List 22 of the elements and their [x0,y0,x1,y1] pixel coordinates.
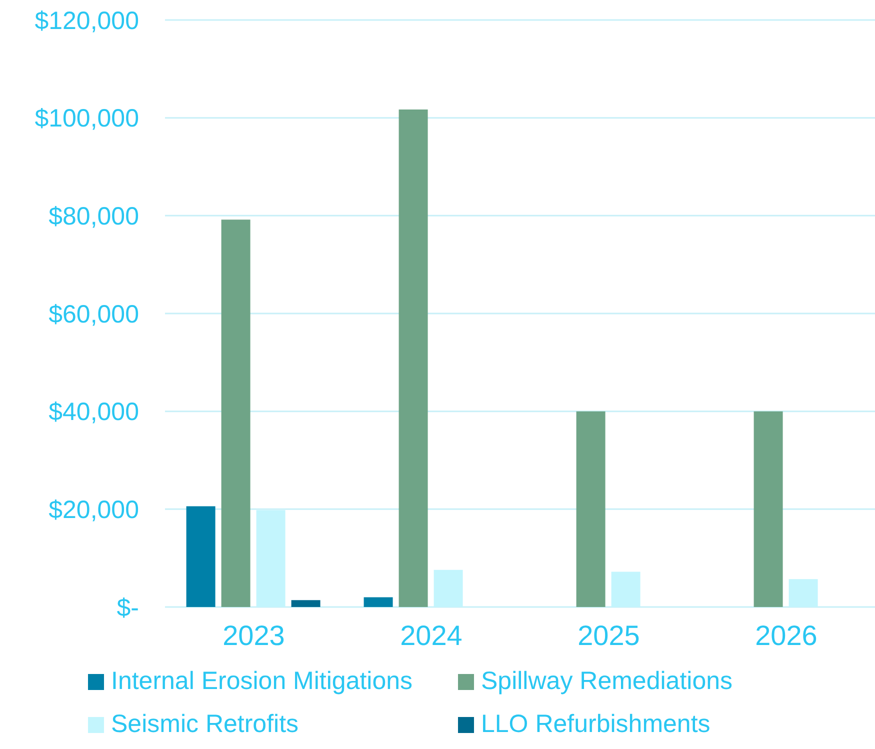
bar [754,411,783,607]
x-tick-label: 2024 [400,620,462,651]
y-tick-label: $20,000 [48,496,139,524]
bar [291,600,320,607]
y-tick-label: $120,000 [34,6,139,35]
y-tick-label: $60,000 [48,300,139,328]
bar [221,220,250,607]
x-tick-label: 2025 [578,620,640,651]
legend-label: Seismic Retrofits [111,710,299,739]
x-tick-label: 2023 [222,620,285,651]
legend-label: Internal Erosion Mitigations [111,667,413,696]
legend-label: Spillway Remediations [481,667,733,696]
y-tick-label: $40,000 [48,398,139,426]
y-tick-label: $80,000 [48,202,139,231]
bar [398,110,428,607]
y-tick-label: $- [116,594,139,622]
bar [576,411,606,607]
legend-label: LLO Refurbishments [481,710,710,739]
x-tick-label: 2026 [755,620,818,651]
bar [364,597,393,607]
bar [186,506,216,607]
y-tick-label: $100,000 [34,104,139,133]
